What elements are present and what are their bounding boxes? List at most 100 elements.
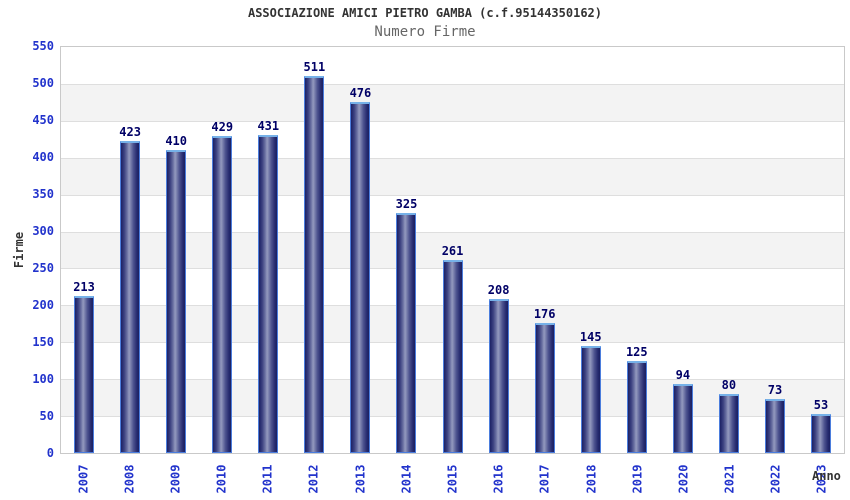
x-tick-slot: 2008	[106, 457, 152, 500]
plot-band	[61, 120, 844, 158]
bar-slot-2019: 125	[614, 47, 660, 453]
x-tick-label: 2007	[76, 464, 91, 493]
bar-slot-2015: 261	[430, 47, 476, 453]
bar-slot-2017: 176	[522, 47, 568, 453]
bar-slot-2013: 476	[337, 47, 383, 453]
bar-2008	[120, 140, 141, 453]
plot-band	[61, 194, 844, 232]
x-tick-label: 2020	[676, 464, 691, 493]
bar-slot-2021: 80	[706, 47, 752, 453]
bar-2011	[258, 134, 279, 453]
y-tick-label: 50	[39, 409, 54, 423]
x-tick-slot: 2010	[199, 457, 245, 500]
x-tick-slot: 2014	[383, 457, 429, 500]
x-tick-slot: 2011	[245, 457, 291, 500]
bar-2023	[811, 413, 832, 453]
gridline	[61, 157, 844, 159]
y-tick-label: 550	[32, 39, 54, 53]
x-tick-slot: 2019	[614, 457, 660, 500]
x-tick-slot: 2018	[568, 457, 614, 500]
x-tick-label: 2013	[353, 464, 368, 493]
x-tick-slot: 2009	[152, 457, 198, 500]
y-tick-label: 350	[32, 187, 54, 201]
x-tick-slot: 2016	[476, 457, 522, 500]
bar-value-label: 325	[395, 197, 418, 212]
bar-value-label: 53	[813, 397, 829, 412]
x-tick-label: 2016	[491, 464, 506, 493]
x-axis-title: Anno	[812, 469, 841, 483]
bar-2018	[580, 345, 601, 453]
x-tick-slot: 2017	[522, 457, 568, 500]
bar-value-label: 431	[257, 118, 280, 133]
bars-group: 213 423 410 429 431 511 476 325 261 208 176 145 125 9…	[61, 47, 844, 453]
x-tick-label: 2021	[722, 464, 737, 493]
y-tick-label: 200	[32, 298, 54, 312]
bar-2021	[718, 393, 739, 453]
bar-value-label: 80	[721, 377, 737, 392]
bar-2017	[534, 323, 555, 453]
bar-2007	[74, 295, 95, 453]
x-tick-label: 2022	[768, 464, 783, 493]
y-tick-label: 300	[32, 224, 54, 238]
y-tick-label: 500	[32, 76, 54, 90]
gridline	[61, 194, 844, 196]
bar-value-label: 261	[441, 244, 464, 259]
bar-value-label: 94	[675, 367, 691, 382]
bar-value-label: 476	[349, 85, 372, 100]
bar-2016	[488, 299, 509, 453]
x-tick-label: 2009	[168, 464, 183, 493]
bar-value-label: 423	[119, 124, 141, 139]
bar-value-label: 125	[625, 344, 648, 359]
y-tick-label: 150	[32, 335, 54, 349]
bar-value-label: 429	[211, 120, 234, 135]
x-axis-tick-labels: 2007 2008 2009 2010 2011 2012 2013 2014 2015 2016…	[60, 457, 845, 500]
chart-subtitle: Numero Firme	[374, 24, 476, 40]
bar-slot-2012: 511	[291, 47, 337, 453]
x-tick-slot: 2021	[706, 457, 752, 500]
bar-value-label: 208	[487, 283, 510, 298]
x-tick-slot: 2007	[60, 457, 106, 500]
plot-band	[61, 83, 844, 121]
chart-title: ASSOCIAZIONE AMICI PIETRO GAMBA (c.f.951…	[247, 6, 602, 20]
bar-value-label: 73	[767, 383, 783, 398]
x-tick-slot: 2015	[429, 457, 475, 500]
bar-slot-2020: 94	[660, 47, 706, 453]
x-tick-label: 2014	[399, 464, 414, 493]
y-axis-title: Firme	[4, 203, 34, 297]
bar-value-label: 145	[579, 329, 602, 344]
x-tick-label: 2011	[260, 464, 275, 493]
bar-slot-2007: 213	[61, 47, 107, 453]
bar-2014	[396, 213, 417, 453]
bar-2010	[212, 136, 233, 453]
x-tick-label: 2015	[445, 464, 460, 493]
bar-2013	[350, 101, 371, 453]
bar-2019	[626, 360, 647, 453]
gridline	[61, 83, 844, 85]
x-tick-slot: 2020	[660, 457, 706, 500]
y-tick-label: 0	[46, 446, 54, 460]
bar-value-label: 213	[73, 279, 95, 294]
y-tick-label: 100	[32, 372, 54, 386]
bar-2015	[442, 260, 463, 453]
bar-slot-2016: 208	[476, 47, 522, 453]
x-tick-label: 2012	[306, 464, 321, 493]
x-tick-label: 2010	[214, 464, 229, 493]
y-tick-label: 400	[32, 150, 54, 164]
bar-2012	[304, 75, 325, 453]
x-tick-label: 2008	[122, 464, 137, 493]
bar-slot-2018: 145	[568, 47, 614, 453]
x-tick-label: 2017	[537, 464, 552, 493]
bar-slot-2014: 325	[383, 47, 429, 453]
y-tick-label: 450	[32, 113, 54, 127]
x-tick-slot: 2013	[337, 457, 383, 500]
bar-2009	[166, 150, 187, 453]
bar-slot-2010: 429	[199, 47, 245, 453]
x-tick-slot: 2022	[753, 457, 799, 500]
x-tick-label: 2018	[583, 464, 598, 493]
gridline	[61, 231, 844, 233]
bar-2020	[672, 383, 693, 453]
bar-slot-2008: 423	[107, 47, 153, 453]
bar-2022	[764, 399, 785, 453]
bar-value-label: 511	[303, 59, 326, 74]
